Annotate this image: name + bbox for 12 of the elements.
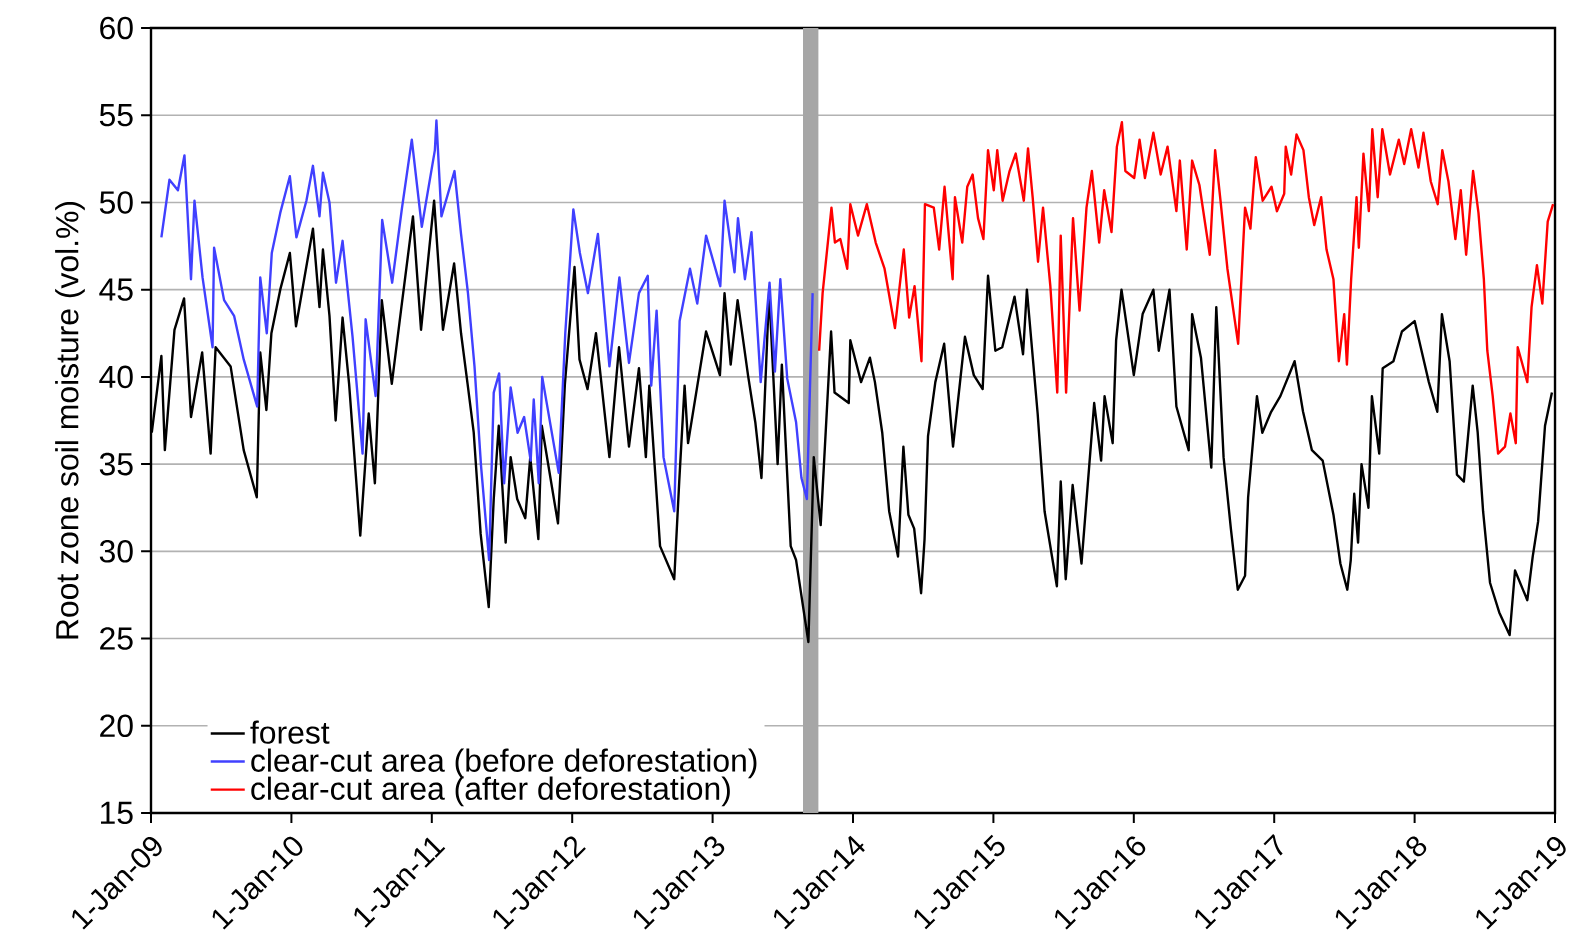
y-tick-label: 25: [100, 627, 133, 650]
y-tick-label: 45: [99, 278, 133, 301]
y-tick-label: 40: [99, 365, 133, 389]
y-axis-title: Root zone soil moisture (vol.%): [55, 201, 85, 639]
legend-label: forest: [250, 720, 330, 744]
y-tick-label: 55: [99, 104, 133, 127]
y-tick-label: 20: [100, 714, 133, 738]
y-tick-label: 35: [99, 452, 133, 476]
y-tick-label: 50: [99, 191, 133, 214]
y-tick-label: 60: [100, 16, 133, 40]
y-tick-label: 15: [101, 801, 133, 825]
y-tick-label: 30: [99, 540, 133, 563]
